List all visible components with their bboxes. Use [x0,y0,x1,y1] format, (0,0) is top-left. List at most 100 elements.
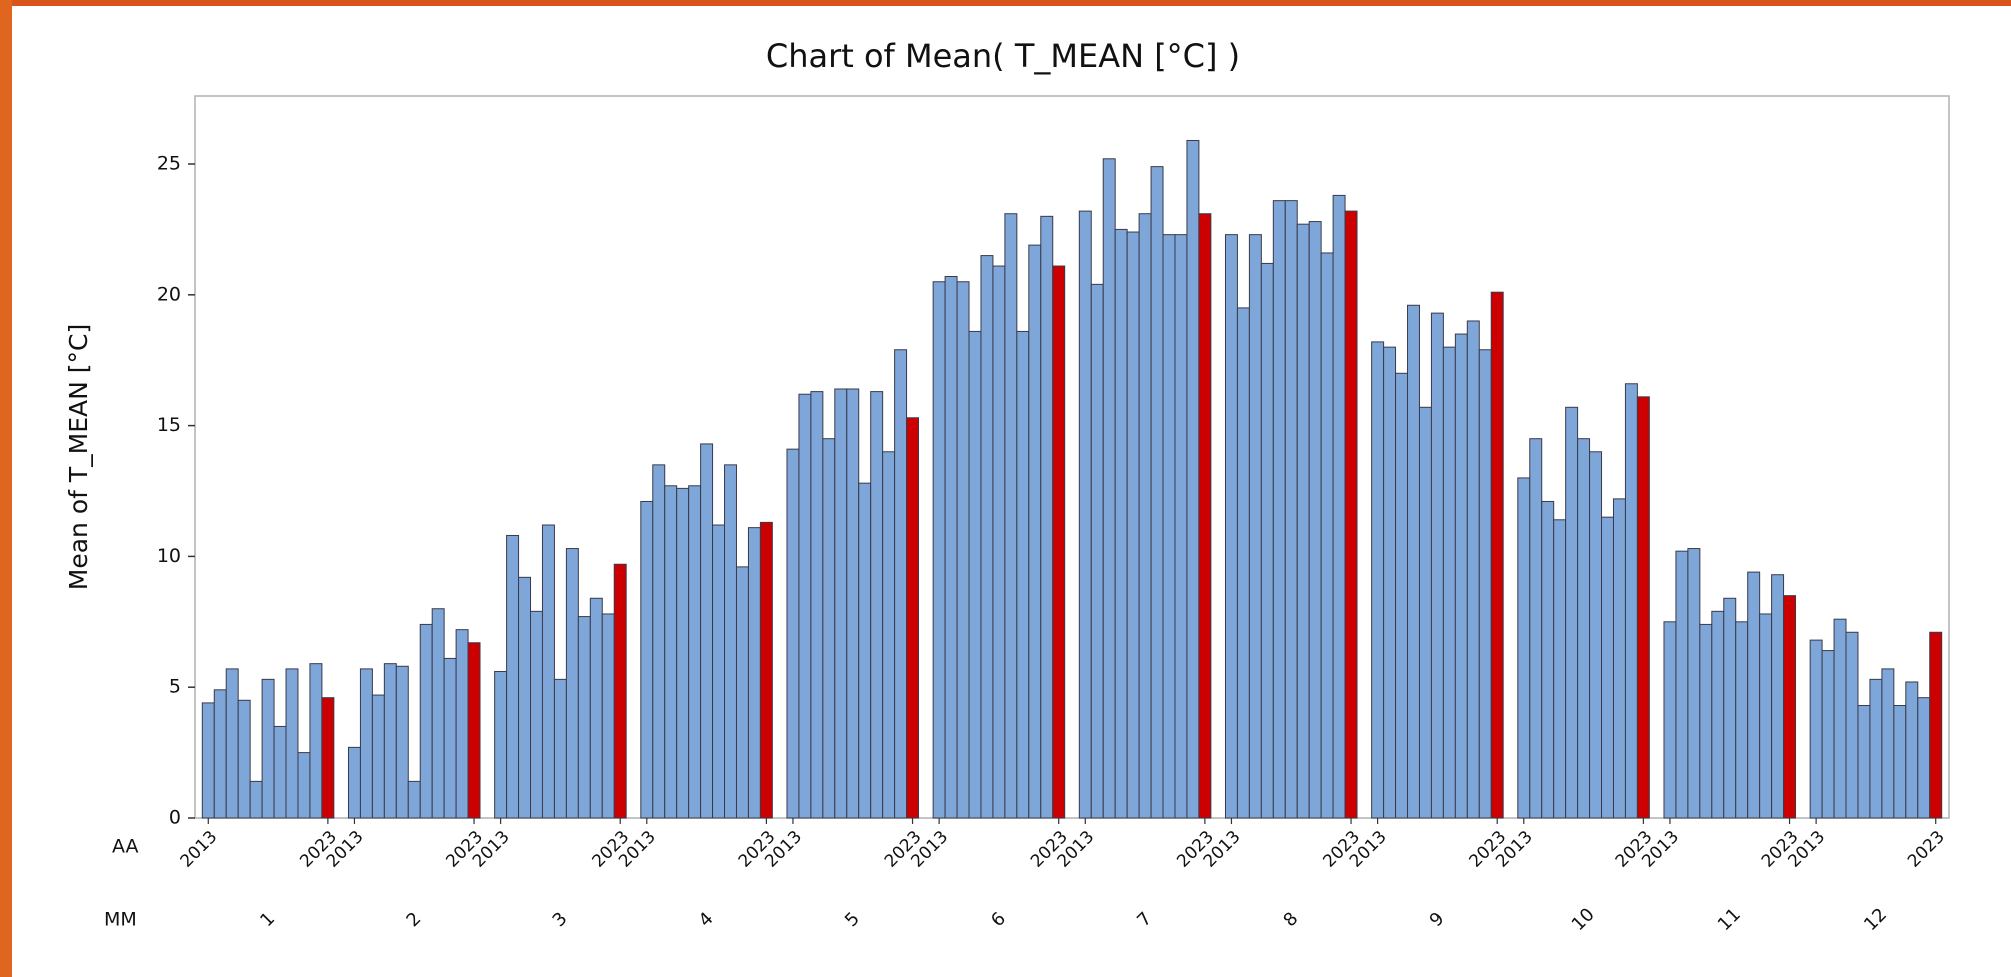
bar [1624,383,1638,819]
bar [846,388,860,819]
bar [1881,668,1895,819]
bar [759,521,773,819]
bar [700,443,714,819]
bar [652,464,666,819]
bar [371,694,385,819]
bar [589,597,603,819]
bar [1078,210,1092,819]
bar [309,663,323,819]
bar [1090,283,1104,819]
bar [1845,631,1859,819]
bar [1857,705,1871,819]
plot-frame [194,95,1950,819]
bar [1114,228,1128,819]
bar [321,697,335,819]
bar [1236,307,1250,819]
y-tick-label: 15 [157,414,181,436]
bar [1541,500,1555,819]
bar [443,657,457,819]
bar [1735,621,1749,819]
y-tick-label: 20 [157,283,181,305]
bar [1466,320,1480,819]
bar [870,391,884,819]
bar [882,451,896,819]
bar [1260,262,1274,819]
bar [494,671,508,819]
bar [1430,312,1444,819]
bar [530,610,543,819]
bar [1893,705,1907,819]
bar [1186,139,1200,819]
bar [518,576,532,819]
bar [1454,333,1468,819]
y-tick-label: 5 [169,676,181,698]
bar [577,616,591,819]
bar [810,391,824,819]
bar [1809,639,1823,819]
bar [1553,519,1567,819]
bar [1138,213,1152,819]
bar [1771,574,1785,819]
bar [735,566,749,819]
bar [1687,548,1701,819]
bar [932,281,946,819]
bar [834,388,848,819]
bar [1040,215,1054,819]
bar [1636,396,1650,819]
bar [601,613,615,819]
bar [213,689,227,819]
y-tick-label: 10 [157,545,181,567]
bar [1150,166,1164,819]
bar [541,524,555,819]
bar [712,524,726,819]
y-axis-label: Mean of T_MEAN [°C] [64,324,93,590]
bar [1162,234,1176,819]
y-tick-label: 25 [157,153,181,175]
bar [553,678,567,819]
bar [798,393,812,819]
bar [1565,406,1579,819]
bar [640,500,654,819]
bar [1917,697,1931,819]
bar [1663,621,1677,819]
bar [1517,477,1531,819]
bar [944,276,958,819]
bar [906,417,920,819]
bar [1308,221,1322,819]
bar [747,527,761,819]
bar [724,464,737,819]
bar [1723,597,1737,819]
bar [1320,252,1334,819]
bar [237,699,251,819]
bar [1407,304,1420,819]
bar [1102,158,1116,819]
bar [664,485,678,819]
bar [1612,498,1626,819]
bar [613,563,627,819]
bar [455,629,469,819]
bar [1442,346,1456,819]
bar [956,281,970,819]
bar [431,608,445,819]
bar [201,702,215,819]
bar [261,678,275,819]
row-label: MM [104,909,137,931]
bar [1869,678,1883,819]
bar [1601,516,1614,819]
bar [1490,291,1504,819]
bar [506,534,520,819]
bar [1478,349,1492,819]
bar [1371,341,1385,819]
bar [285,668,299,819]
bar [1418,406,1432,819]
bar [395,665,409,819]
bar [467,642,481,819]
top-frame [0,0,2011,6]
left-frame [0,0,12,977]
bar [1296,223,1310,819]
row-label: AA [112,836,139,858]
bar [1224,234,1238,819]
bar [1004,213,1018,819]
bar [1929,631,1943,819]
